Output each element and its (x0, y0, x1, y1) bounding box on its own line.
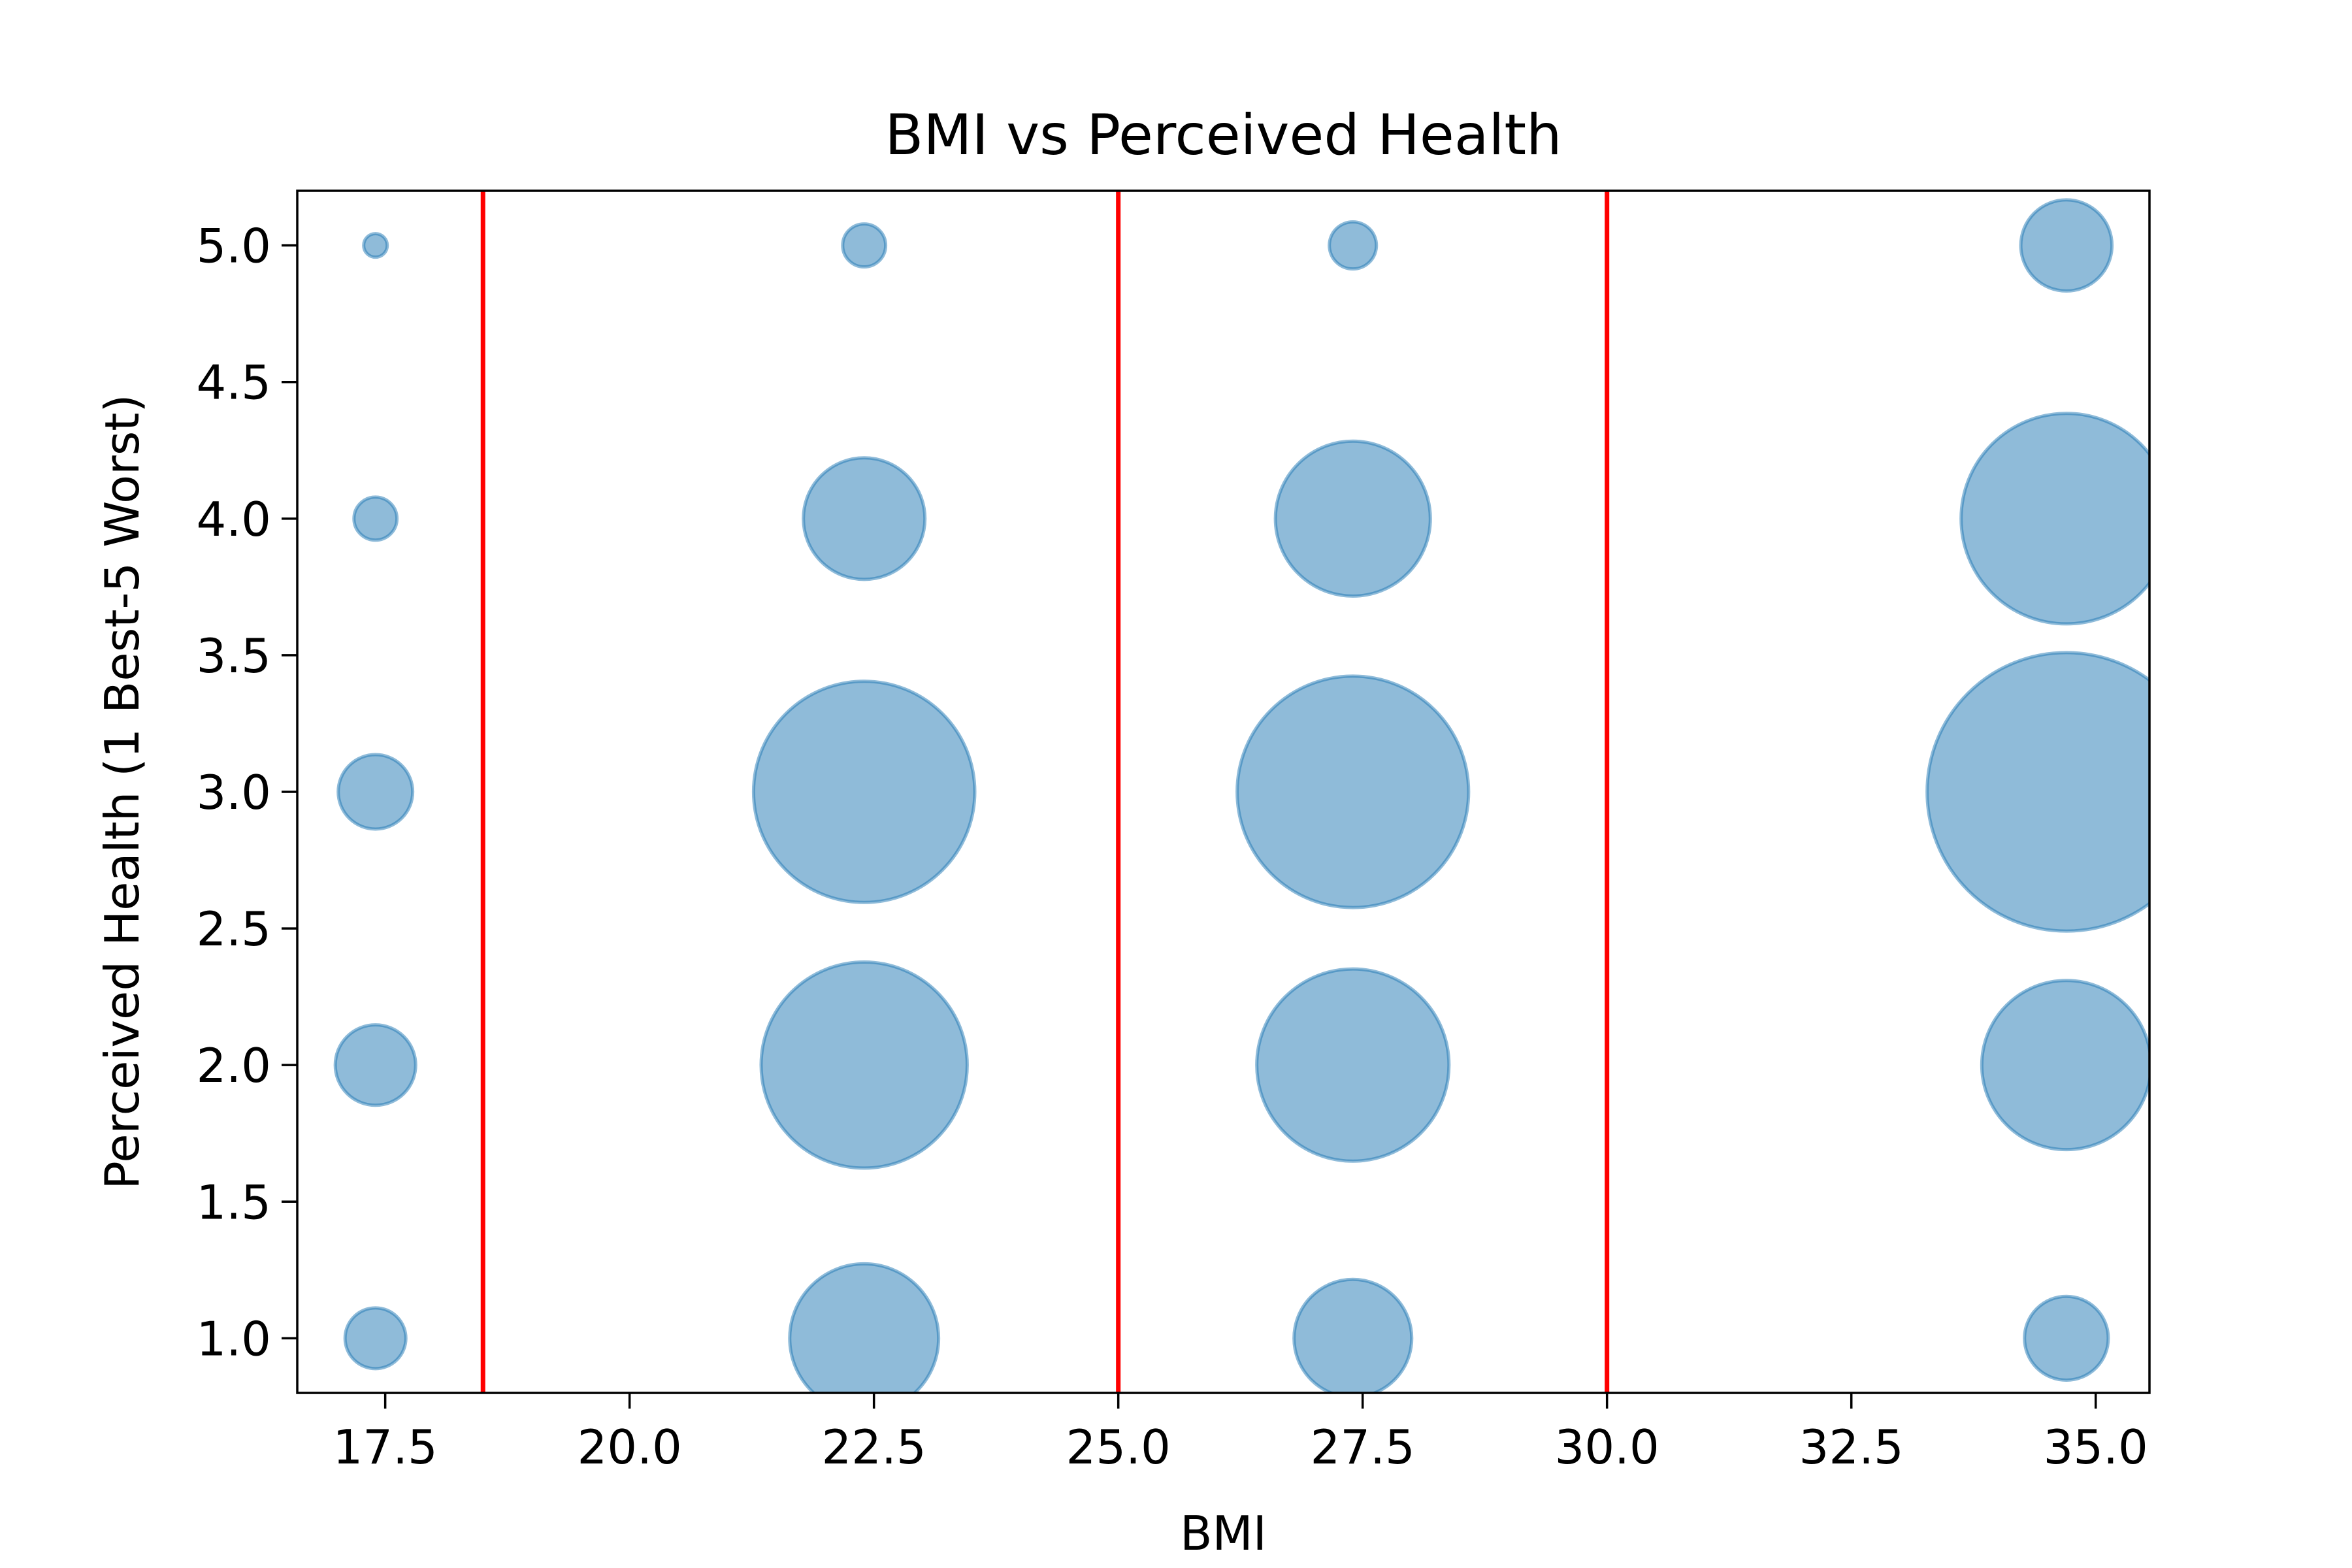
bubble-point (343, 1306, 408, 1371)
bubble-point (751, 679, 977, 904)
x-tick-label: 32.5 (1799, 1420, 1904, 1475)
y-tick-label: 4.5 (196, 355, 271, 410)
y-tick-label: 2.0 (196, 1038, 271, 1093)
bubble-point (759, 960, 969, 1170)
x-tick-label: 22.5 (822, 1420, 926, 1475)
bubble-point (2023, 1294, 2110, 1382)
y-tick-label: 5.0 (196, 219, 271, 274)
bubble-point (1235, 674, 1471, 909)
bubble-point (2019, 198, 2114, 293)
bubble-point (352, 495, 399, 542)
bubble-point (1980, 979, 2149, 1152)
x-tick-label: 35.0 (2044, 1420, 2148, 1475)
x-axis: 17.5 20.0 22.5 25.0 27.5 30.0 32.5 35.0 (333, 1393, 2148, 1475)
x-tick-label: 27.5 (1311, 1420, 1415, 1475)
bubble-point (362, 232, 389, 259)
y-tick-label: 3.0 (196, 765, 271, 820)
y-tick-label: 3.5 (196, 629, 271, 683)
bubble-point (336, 753, 415, 831)
bubble-point (1959, 412, 2149, 626)
y-tick-label: 1.5 (196, 1175, 271, 1230)
bubble-point (802, 456, 927, 581)
chart-title: BMI vs Perceived Health (885, 103, 1561, 168)
bubble-point (1292, 1277, 1414, 1393)
y-tick-label: 2.5 (196, 902, 271, 956)
x-tick-label: 20.0 (577, 1420, 681, 1475)
category-threshold-lines (480, 191, 1610, 1393)
y-axis-label: Perceived Health (1 Best-5 Worst) (95, 394, 150, 1189)
x-tick-label: 30.0 (1555, 1420, 1659, 1475)
bubble-series (333, 198, 2149, 1393)
bubble-point (788, 1262, 941, 1393)
bubble-point (1328, 220, 1379, 271)
x-tick-label: 17.5 (333, 1420, 437, 1475)
bubble-point (333, 1023, 417, 1107)
bubble-point (1255, 967, 1451, 1163)
y-tick-label: 1.0 (196, 1311, 271, 1366)
y-axis: 1.0 1.5 2.0 2.5 3.0 3.5 4.0 4.5 5.0 (196, 219, 297, 1366)
bubble-point (1925, 651, 2149, 933)
x-axis-label: BMI (1180, 1506, 1267, 1561)
bubble-point (841, 222, 888, 269)
y-tick-label: 4.0 (196, 492, 271, 547)
x-tick-label: 25.0 (1066, 1420, 1171, 1475)
bubble-point (1273, 439, 1432, 598)
